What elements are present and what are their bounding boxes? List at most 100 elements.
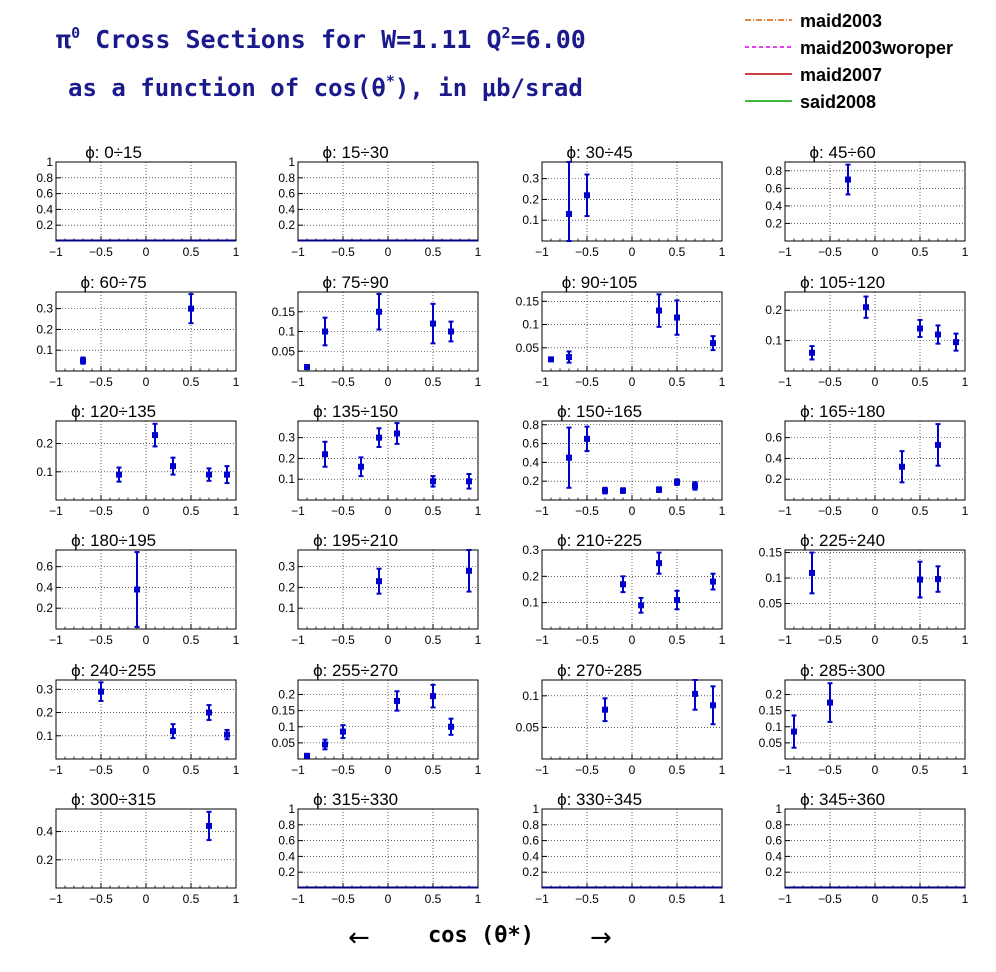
panel: ϕ: 165÷180 −1 −0.5 0 0.5 1 0.2 0.4 0.6 xyxy=(765,402,968,518)
panel-title: ϕ: 150÷165 xyxy=(557,402,642,421)
data-marker xyxy=(863,304,869,311)
x-tick-label: 0 xyxy=(872,892,879,906)
x-tick-label: 0.5 xyxy=(425,504,442,518)
data-marker xyxy=(376,434,382,441)
data-point xyxy=(430,302,436,345)
x-tick-label: 1 xyxy=(233,633,240,647)
data-point xyxy=(674,299,680,336)
x-axis-title-group: ← cos (θ*) → xyxy=(348,923,612,953)
legend-label: maid2003 xyxy=(800,11,882,31)
right-arrow-icon: → xyxy=(590,923,612,953)
x-tick-label: 1 xyxy=(962,504,969,518)
panel: ϕ: 180÷195 −1 −0.5 0 0.5 1 0.2 0.4 0.6 xyxy=(36,531,239,647)
panel: ϕ: 270÷285 −1 −0.5 0 0.5 1 0.05 0.1 xyxy=(516,661,726,777)
x-tick-label: −1 xyxy=(291,633,305,647)
data-point xyxy=(170,723,176,740)
legend-entry: maid2007 xyxy=(745,65,882,85)
x-tick-label: −1 xyxy=(535,504,549,518)
y-tick-label: 0.2 xyxy=(36,706,53,720)
x-tick-label: −1 xyxy=(291,763,305,777)
x-tick-label: −0.5 xyxy=(89,763,113,777)
data-point xyxy=(935,565,941,593)
data-point xyxy=(394,422,400,445)
panel-title: ϕ: 225÷240 xyxy=(800,531,885,550)
panel: ϕ: 30÷45 −1 −0.5 0 0.5 1 0.1 0.2 0.3 xyxy=(522,143,725,259)
panel-title: ϕ: 330÷345 xyxy=(557,790,642,809)
data-point xyxy=(170,456,176,476)
panel: ϕ: 240÷255 −1 −0.5 0 0.5 1 0.1 0.2 0.3 xyxy=(36,661,239,777)
data-marker xyxy=(466,567,472,574)
data-point xyxy=(206,704,212,721)
x-tick-label: −0.5 xyxy=(89,375,113,389)
x-tick-label: −0.5 xyxy=(331,504,355,518)
data-point xyxy=(376,567,382,595)
data-point xyxy=(224,728,230,741)
y-tick-label: 0.3 xyxy=(522,543,539,557)
data-marker xyxy=(674,314,680,321)
data-marker xyxy=(917,325,923,332)
data-point xyxy=(791,714,797,749)
panel: ϕ: 210÷225 −1 −0.5 0 0.5 1 0.1 0.2 0.3 xyxy=(522,531,725,647)
x-tick-label: 1 xyxy=(962,633,969,647)
x-axis-title: cos (θ*) xyxy=(428,923,534,948)
y-tick-label: 0.2 xyxy=(278,865,295,879)
y-tick-label: 0.2 xyxy=(522,569,539,583)
data-point xyxy=(358,456,364,478)
x-tick-label: −1 xyxy=(49,504,63,518)
data-marker xyxy=(917,576,923,583)
panel: ϕ: 105÷120 −1 −0.5 0 0.5 1 0.1 0.2 xyxy=(765,273,968,389)
legend-entry: maid2003woroper xyxy=(745,38,953,58)
data-point xyxy=(322,738,328,751)
legend-entry: maid2003 xyxy=(745,11,882,31)
x-tick-label: 0 xyxy=(143,245,150,259)
x-tick-label: 0.5 xyxy=(912,375,929,389)
data-marker xyxy=(304,364,310,371)
y-tick-label: 0.8 xyxy=(522,418,539,432)
data-point xyxy=(710,572,716,591)
y-tick-label: 0.2 xyxy=(765,688,782,702)
x-tick-label: 0 xyxy=(872,763,879,777)
x-tick-label: 0.5 xyxy=(669,245,686,259)
y-tick-label: 1 xyxy=(532,802,539,816)
y-tick-label: 0.4 xyxy=(278,202,295,216)
y-tick-label: 0.2 xyxy=(522,474,539,488)
y-tick-label: 0.2 xyxy=(278,580,295,594)
data-marker xyxy=(845,176,851,183)
data-marker xyxy=(710,340,716,347)
x-tick-label: −1 xyxy=(778,375,792,389)
data-marker xyxy=(206,822,212,829)
y-tick-label: 0.05 xyxy=(759,736,783,750)
x-tick-label: 1 xyxy=(233,245,240,259)
x-tick-label: 0 xyxy=(143,375,150,389)
data-marker xyxy=(340,728,346,735)
x-tick-label: −1 xyxy=(535,892,549,906)
x-tick-label: −1 xyxy=(778,633,792,647)
x-tick-label: −0.5 xyxy=(575,375,599,389)
y-tick-label: 0.15 xyxy=(759,704,783,718)
legend-label: said2008 xyxy=(800,92,876,112)
y-tick-label: 0.8 xyxy=(278,818,295,832)
x-tick-label: 0 xyxy=(143,504,150,518)
y-tick-label: 0.2 xyxy=(278,451,295,465)
data-marker xyxy=(638,602,644,609)
data-marker xyxy=(566,454,572,461)
panel: ϕ: 345÷360 −1 −0.5 0 0.5 1 0.2 0.40.6 0.8 1 xyxy=(765,790,968,906)
data-point xyxy=(656,551,662,575)
y-tick-label: 0.4 xyxy=(765,849,782,863)
y-tick-label: 0.05 xyxy=(759,597,783,611)
panel-title: ϕ: 135÷150 xyxy=(313,402,398,421)
data-marker xyxy=(620,487,626,494)
y-tick-label: 0.2 xyxy=(522,865,539,879)
data-marker xyxy=(98,688,104,695)
x-tick-label: 1 xyxy=(233,763,240,777)
data-marker xyxy=(188,305,194,312)
x-tick-label: −1 xyxy=(49,375,63,389)
panel-title: ϕ: 105÷120 xyxy=(800,273,885,292)
y-tick-label: 0.8 xyxy=(278,171,295,185)
data-point xyxy=(466,473,472,490)
y-tick-label: 0.2 xyxy=(522,192,539,206)
data-point xyxy=(448,320,454,343)
y-tick-label: 0.2 xyxy=(36,601,53,615)
x-tick-label: 1 xyxy=(475,633,482,647)
x-tick-label: 0.5 xyxy=(669,375,686,389)
